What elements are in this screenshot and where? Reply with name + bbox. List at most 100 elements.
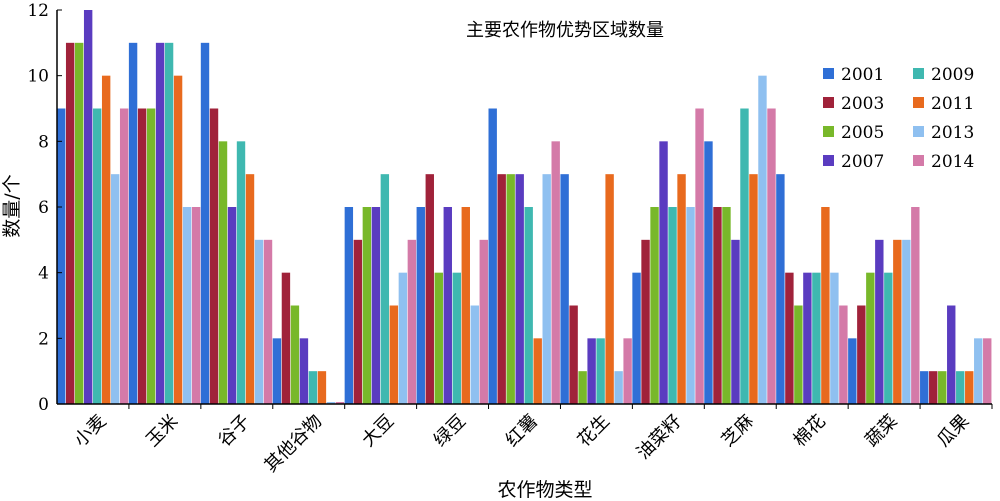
- y-axis-title: 数量/个: [1, 174, 23, 237]
- bar-2007-11: [875, 239, 884, 404]
- bar-2003-10: [785, 272, 794, 404]
- bar-2014-11: [911, 207, 920, 404]
- x-ticks-group: 小麦 玉米 谷子 其他谷物 大豆 绿豆 红薯 花生 油菜籽 芝麻 棉花 蔬菜 瓜果: [70, 404, 993, 477]
- legend-label-2013: 2013: [931, 123, 974, 143]
- bar-2013-8: [686, 207, 695, 404]
- bar-2009-8: [668, 207, 677, 404]
- bar-2003-3: [281, 272, 291, 404]
- bar-2009-4: [380, 174, 390, 404]
- bar-2014-1: [191, 207, 201, 404]
- x-category-label: 玉米: [142, 411, 182, 451]
- legend-label-2009: 2009: [931, 65, 974, 85]
- bar-2009-9: [740, 108, 749, 404]
- x-category-label: 油菜籽: [633, 411, 686, 464]
- bar-2009-7: [596, 338, 605, 404]
- bar-2001-3: [272, 338, 282, 404]
- x-category-label: 其他谷物: [260, 411, 326, 477]
- x-category-label: 花生: [574, 411, 614, 451]
- bar-2011-6: [533, 338, 542, 404]
- bar-2011-8: [677, 174, 686, 404]
- bar-2001-6: [488, 108, 497, 404]
- x-category-label: 红薯: [502, 411, 542, 451]
- bar-2001-9: [704, 141, 713, 404]
- bar-2001-1: [128, 42, 138, 404]
- bar-2001-7: [560, 174, 569, 404]
- bar-2013-7: [614, 371, 623, 404]
- bar-2007-8: [659, 141, 668, 404]
- bar-2013-6: [542, 174, 551, 404]
- bar-2009-2: [236, 141, 246, 404]
- x-category-label: 瓜果: [933, 411, 973, 451]
- legend-swatch-2009: [913, 68, 924, 79]
- bar-2011-1: [173, 75, 183, 405]
- chart-title: 主要农作物优势区域数量: [466, 20, 664, 41]
- bar-2009-3: [308, 371, 318, 404]
- bar-2011-4: [389, 305, 399, 404]
- bar-2003-9: [713, 207, 722, 404]
- bar-2005-12: [938, 371, 947, 404]
- x-category-label: 蔬菜: [861, 411, 901, 451]
- bar-2005-2: [218, 141, 228, 404]
- bar-2005-11: [866, 272, 875, 404]
- bar-2007-2: [227, 207, 237, 404]
- bar-2009-0: [92, 108, 102, 404]
- legend-label-2007: 2007: [841, 152, 884, 172]
- bar-2013-11: [902, 239, 911, 404]
- bar-2014-2: [263, 239, 273, 404]
- bar-2001-4: [344, 207, 354, 404]
- bar-2011-5: [461, 207, 470, 404]
- bar-2005-7: [578, 371, 587, 404]
- bar-2005-4: [362, 207, 372, 404]
- x-category-label: 小麦: [70, 411, 110, 451]
- bar-2011-7: [605, 174, 614, 404]
- bar-2014-5: [479, 239, 488, 404]
- bar-2007-6: [515, 174, 524, 404]
- bar-2007-1: [155, 42, 165, 404]
- bar-2007-10: [803, 272, 812, 404]
- bar-2003-11: [857, 305, 866, 404]
- bar-2005-9: [722, 207, 731, 404]
- bar-2003-0: [65, 42, 75, 404]
- bar-2014-10: [839, 305, 848, 404]
- legend-label-2001: 2001: [841, 65, 884, 85]
- bar-2001-10: [776, 174, 785, 404]
- bar-2014-4: [407, 239, 417, 404]
- legend-swatch-2005: [823, 126, 834, 137]
- y-tick-label: 12: [27, 1, 49, 21]
- bar-2009-11: [884, 272, 893, 404]
- y-tick-label: 2: [38, 329, 49, 349]
- legend-swatch-2013: [913, 126, 924, 137]
- bar-2005-6: [506, 174, 515, 404]
- bar-2001-11: [848, 338, 857, 404]
- bar-2013-0: [110, 174, 120, 404]
- bar-2001-8: [632, 272, 641, 404]
- bar-2013-12: [974, 338, 983, 404]
- bar-2007-9: [731, 239, 740, 404]
- bar-2001-2: [200, 42, 210, 404]
- legend-label-2014: 2014: [931, 152, 974, 172]
- bar-2009-1: [164, 42, 174, 404]
- legend-swatch-2014: [913, 155, 924, 166]
- bar-2014-12: [983, 338, 992, 404]
- legend-label-2011: 2011: [931, 94, 974, 114]
- bar-2013-4: [398, 272, 408, 404]
- legend-label-2005: 2005: [841, 123, 884, 143]
- bar-2005-5: [434, 272, 443, 404]
- bar-2005-10: [794, 305, 803, 404]
- bar-2011-10: [821, 207, 830, 404]
- legend: 2001 2003 2005 2007 2009 2011 2013 2014: [823, 65, 974, 172]
- bar-2003-4: [353, 239, 363, 404]
- bar-2013-1: [182, 207, 192, 404]
- y-tick-label: 8: [38, 132, 49, 152]
- bar-2001-5: [416, 207, 425, 404]
- bar-2013-5: [470, 305, 479, 404]
- bar-2003-7: [569, 305, 578, 404]
- bar-2011-0: [101, 75, 111, 405]
- bar-2011-11: [893, 239, 902, 404]
- legend-swatch-2001: [823, 68, 834, 79]
- y-tick-label: 0: [38, 395, 49, 415]
- bar-2009-10: [812, 272, 821, 404]
- x-category-label: 棉花: [789, 411, 829, 451]
- bar-2011-2: [245, 174, 255, 404]
- x-category-label: 绿豆: [430, 411, 470, 451]
